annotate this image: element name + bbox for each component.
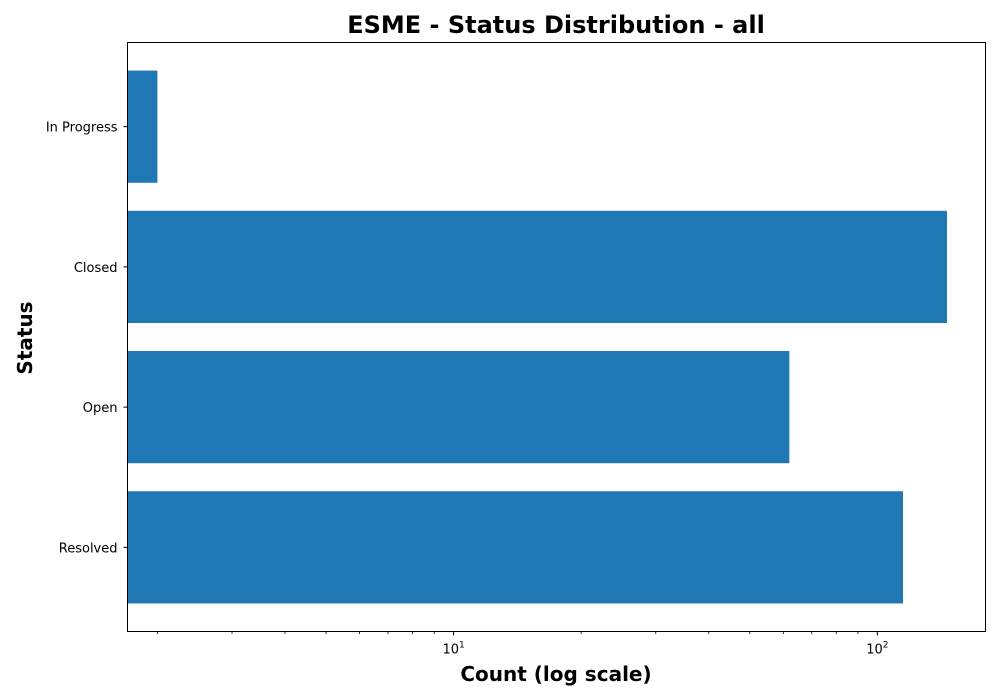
y-tick-label: In Progress xyxy=(46,121,118,136)
y-axis-label: Status xyxy=(13,301,37,374)
x-axis-label: Count (log scale) xyxy=(460,662,651,686)
x-axis-ticks: 101 102 xyxy=(157,631,888,658)
bar-in-progress xyxy=(127,70,158,183)
y-tick-label: Open xyxy=(83,401,118,416)
plot-frame xyxy=(127,42,986,632)
bars-layer xyxy=(127,70,947,604)
y-axis-ticks: In Progress Closed Open Resolved xyxy=(46,121,128,556)
bar-resolved xyxy=(127,491,904,604)
y-tick-label: Closed xyxy=(74,261,118,276)
x-tick-label: 101 xyxy=(442,641,464,658)
x-tick-label: 102 xyxy=(866,641,888,658)
bar-open xyxy=(127,351,790,464)
bar-closed xyxy=(127,210,947,323)
chart-title: ESME - Status Distribution - all xyxy=(347,11,765,39)
y-tick-label: Resolved xyxy=(59,541,118,556)
